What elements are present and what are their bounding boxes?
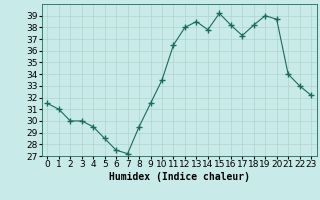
- X-axis label: Humidex (Indice chaleur): Humidex (Indice chaleur): [109, 172, 250, 182]
